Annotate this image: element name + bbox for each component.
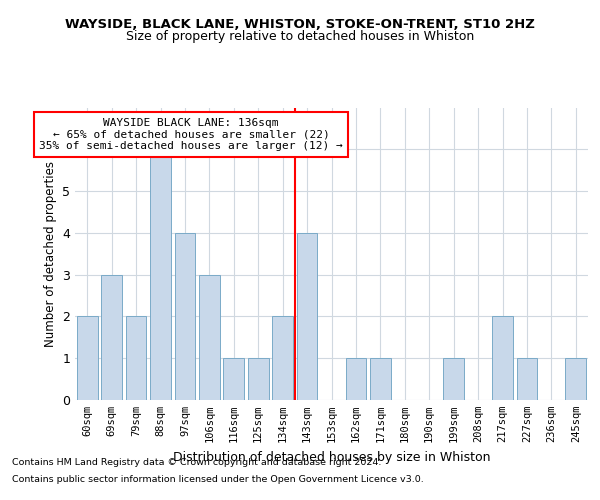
Bar [492,316,513,400]
Bar [565,358,586,400]
Text: Contains public sector information licensed under the Open Government Licence v3: Contains public sector information licen… [12,476,424,484]
Bar [175,233,196,400]
Bar [199,274,220,400]
Bar [77,316,98,400]
Bar [517,358,538,400]
Bar [346,358,367,400]
Bar [296,233,317,400]
Text: WAYSIDE, BLACK LANE, WHISTON, STOKE-ON-TRENT, ST10 2HZ: WAYSIDE, BLACK LANE, WHISTON, STOKE-ON-T… [65,18,535,30]
Bar [370,358,391,400]
Bar [223,358,244,400]
Text: Size of property relative to detached houses in Whiston: Size of property relative to detached ho… [126,30,474,43]
X-axis label: Distribution of detached houses by size in Whiston: Distribution of detached houses by size … [173,450,490,464]
Bar [272,316,293,400]
Text: Contains HM Land Registry data © Crown copyright and database right 2024.: Contains HM Land Registry data © Crown c… [12,458,382,467]
Text: WAYSIDE BLACK LANE: 136sqm
← 65% of detached houses are smaller (22)
35% of semi: WAYSIDE BLACK LANE: 136sqm ← 65% of deta… [39,118,343,151]
Y-axis label: Number of detached properties: Number of detached properties [44,161,56,347]
Bar [125,316,146,400]
Bar [248,358,269,400]
Bar [443,358,464,400]
Bar [101,274,122,400]
Bar [150,150,171,400]
